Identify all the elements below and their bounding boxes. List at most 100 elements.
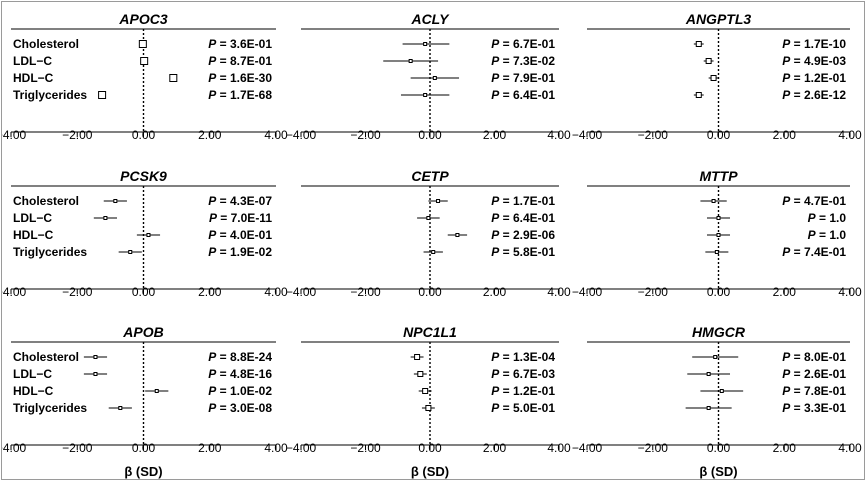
x-tick-label: −4.00 bbox=[2, 441, 27, 455]
p-value-label: P = 8.8E-24 bbox=[208, 350, 272, 364]
p-value-label: P = 1.7E-68 bbox=[208, 88, 272, 102]
x-tick-label: 0.00 bbox=[132, 285, 156, 299]
row-label: Triglycerides bbox=[13, 401, 87, 415]
x-tick-label: −4.00 bbox=[572, 441, 603, 455]
panel-title: APOC3 bbox=[118, 11, 167, 27]
x-tick-label: 4.00 bbox=[838, 128, 862, 142]
x-axis-label: β (SD) bbox=[699, 464, 737, 479]
point-estimate bbox=[711, 199, 716, 203]
row-label: HDL−C bbox=[13, 384, 54, 398]
x-tick-label: 2.00 bbox=[198, 128, 222, 142]
x-tick-label: −4.00 bbox=[286, 285, 317, 299]
point-estimate bbox=[138, 40, 147, 48]
p-value-label: P = 4.9E-03 bbox=[782, 54, 846, 68]
x-tick-label: −4.00 bbox=[286, 128, 317, 142]
row-label: HDL−C bbox=[13, 228, 54, 242]
p-value-label: P = 8.0E-01 bbox=[782, 350, 846, 364]
p-value-label: P = 4.0E-01 bbox=[208, 228, 272, 242]
x-tick-label: 4.00 bbox=[547, 441, 571, 455]
point-estimate bbox=[98, 91, 107, 99]
x-tick-label: −2.00 bbox=[350, 441, 381, 455]
row-label: Cholesterol bbox=[13, 194, 79, 208]
panel-apoc3: APOC3 −4.00 −2.00 0.00 2.00 4.00 Cholesterol P … bbox=[2, 11, 288, 142]
point-estimate bbox=[436, 199, 441, 203]
x-tick-label: 4.00 bbox=[264, 128, 288, 142]
row-label: LDL−C bbox=[13, 367, 52, 381]
x-tick-label: −4.00 bbox=[2, 128, 27, 142]
x-tick-label: 0.00 bbox=[707, 441, 731, 455]
point-estimate bbox=[169, 74, 178, 82]
point-estimate bbox=[719, 389, 724, 393]
p-value-label: P = 1.2E-01 bbox=[491, 384, 555, 398]
x-tick-label: 0.00 bbox=[707, 285, 731, 299]
point-estimate bbox=[422, 388, 429, 394]
p-value-label: P = 1.6E-30 bbox=[208, 71, 272, 85]
row-label: Cholesterol bbox=[13, 37, 79, 51]
point-estimate bbox=[455, 233, 460, 237]
panel-title: CETP bbox=[411, 168, 449, 184]
x-tick-label: −4.00 bbox=[572, 128, 603, 142]
p-value-label: P = 6.7E-03 bbox=[491, 367, 555, 381]
p-value-label: P = 3.0E-08 bbox=[208, 401, 272, 415]
p-value-label: P = 4.8E-16 bbox=[208, 367, 272, 381]
p-value-label: P = 8.7E-01 bbox=[208, 54, 272, 68]
point-estimate bbox=[414, 354, 421, 360]
x-tick-label: −2.00 bbox=[62, 441, 93, 455]
panel-title: HMGCR bbox=[692, 324, 746, 340]
x-tick-label: 4.00 bbox=[838, 285, 862, 299]
p-value-label: P = 5.0E-01 bbox=[491, 401, 555, 415]
panel-title: PCSK9 bbox=[120, 168, 167, 184]
point-estimate bbox=[706, 406, 711, 410]
point-estimate bbox=[714, 250, 719, 254]
x-tick-label: 2.00 bbox=[483, 441, 507, 455]
point-estimate bbox=[113, 199, 118, 203]
p-value-label: P = 3.3E-01 bbox=[782, 401, 846, 415]
p-value-label: P = 2.6E-01 bbox=[782, 367, 846, 381]
point-estimate bbox=[417, 371, 424, 377]
point-estimate bbox=[713, 355, 718, 359]
p-value-label: P = 7.3E-02 bbox=[491, 54, 555, 68]
point-estimate bbox=[695, 92, 702, 98]
point-estimate bbox=[103, 216, 108, 220]
point-estimate bbox=[425, 405, 432, 411]
x-tick-label: 2.00 bbox=[773, 441, 797, 455]
row-label: LDL−C bbox=[13, 211, 52, 225]
x-tick-label: 4.00 bbox=[264, 441, 288, 455]
panel-title: ACLY bbox=[410, 11, 450, 27]
p-value-label: P = 4.7E-01 bbox=[782, 194, 846, 208]
point-estimate bbox=[408, 59, 413, 63]
p-value-label: P = 1.9E-02 bbox=[208, 245, 272, 259]
x-tick-label: 2.00 bbox=[198, 285, 222, 299]
panel-npc1l1: NPC1L1 −4.00 −2.00 0.00 2.00 4.00 P = 1.3E-04 P… bbox=[286, 324, 571, 479]
x-tick-label: 0.00 bbox=[707, 128, 731, 142]
point-estimate bbox=[146, 233, 151, 237]
x-axis-label: β (SD) bbox=[411, 464, 449, 479]
panel-apob: APOB −4.00 −2.00 0.00 2.00 4.00 Cholesterol P =… bbox=[2, 324, 288, 479]
panel-title: MTTP bbox=[699, 168, 738, 184]
x-tick-label: −2.00 bbox=[62, 285, 93, 299]
x-tick-label: 0.00 bbox=[418, 285, 442, 299]
point-estimate bbox=[93, 355, 98, 359]
panel-cetp: CETP −4.00 −2.00 0.00 2.00 4.00 P = 1.7E-01 P =… bbox=[286, 168, 571, 299]
x-tick-label: 2.00 bbox=[483, 128, 507, 142]
x-tick-label: 4.00 bbox=[547, 128, 571, 142]
x-tick-label: 0.00 bbox=[418, 128, 442, 142]
point-estimate bbox=[140, 57, 149, 65]
panel-mttp: MTTP −4.00 −2.00 0.00 2.00 4.00 P = 4.7E-01 P =… bbox=[572, 168, 862, 299]
panel-title: APOB bbox=[122, 324, 163, 340]
p-value-label: P = 6.4E-01 bbox=[491, 88, 555, 102]
p-value-label: P = 7.9E-01 bbox=[491, 71, 555, 85]
point-estimate bbox=[431, 250, 436, 254]
x-axis-label: β (SD) bbox=[124, 464, 162, 479]
panel-hmgcr: HMGCR −4.00 −2.00 0.00 2.00 4.00 P = 8.0E-01 P … bbox=[572, 324, 862, 479]
x-tick-label: 4.00 bbox=[547, 285, 571, 299]
p-value-label: P = 2.6E-12 bbox=[782, 88, 846, 102]
point-estimate bbox=[423, 42, 428, 46]
panel-title: ANGPTL3 bbox=[685, 11, 752, 27]
x-tick-label: 2.00 bbox=[483, 285, 507, 299]
x-tick-label: −4.00 bbox=[2, 285, 27, 299]
p-value-label: P = 3.6E-01 bbox=[208, 37, 272, 51]
point-estimate bbox=[710, 75, 717, 81]
